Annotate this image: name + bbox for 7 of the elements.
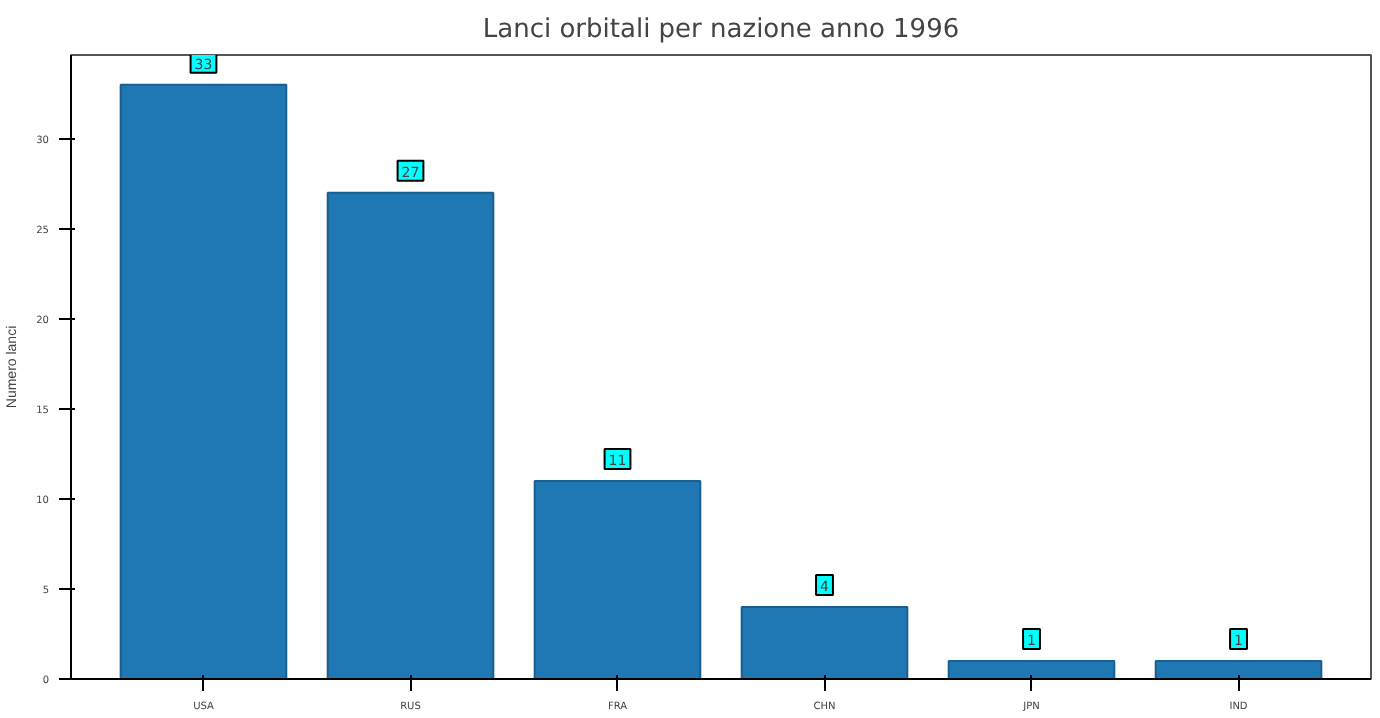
- bar: [119, 83, 288, 679]
- bar: [533, 479, 702, 679]
- bar: [1154, 659, 1323, 679]
- bar: [947, 659, 1116, 679]
- bar: [326, 191, 495, 679]
- chart-title: Lanci orbitali per nazione anno 1996: [482, 15, 960, 45]
- bar: [740, 605, 909, 679]
